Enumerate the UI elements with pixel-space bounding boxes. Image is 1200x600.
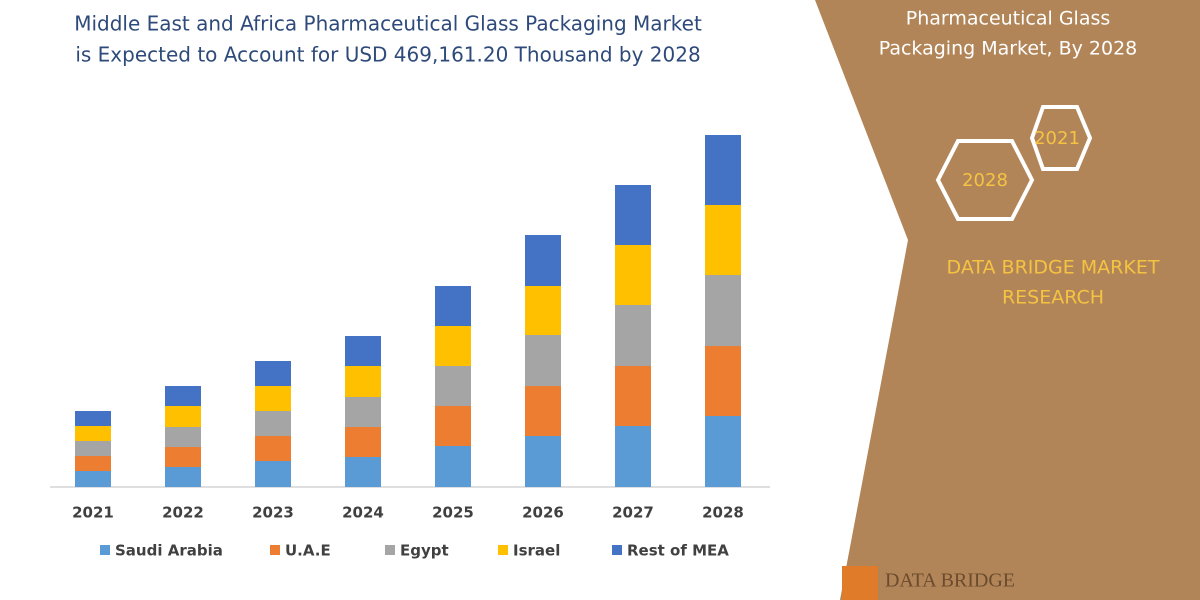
bar-segment [345,397,381,427]
panel-title: Pharmaceutical Glass [906,8,1111,30]
logo-icon [842,566,878,600]
bar-segment [705,416,741,487]
brand-text: DATA BRIDGE MARKET [947,257,1160,279]
legend-label: Israel [513,542,560,560]
hexagon [1029,105,1093,171]
bar-segment [435,286,471,326]
bar-segment [165,386,201,406]
bar-segment [705,135,741,205]
legend-label: U.A.E [285,542,331,560]
bar-segment [435,406,471,446]
bar-segment [705,346,741,416]
panel-title: Packaging Market, By 2028 [879,38,1138,60]
x-tick-label: 2027 [612,504,654,522]
bar-segment [255,461,291,487]
bar-segment [615,305,651,366]
brand-text: RESEARCH [1002,287,1104,309]
bar-segment [75,426,111,441]
bar-segment [255,361,291,386]
bar-segment [255,386,291,411]
bar-segment [345,366,381,397]
bar-segment [165,467,201,487]
bar-segment [345,427,381,457]
bar-segment [75,411,111,426]
x-tick-label: 2021 [72,504,114,522]
bar-segment [615,366,651,426]
side-panel [815,0,1200,600]
bar-segment [615,185,651,245]
bar-segment [165,406,201,427]
hexagon-label: 2028 [962,170,1008,191]
bar-segment [615,426,651,487]
x-tick-label: 2022 [162,504,204,522]
x-tick-label: 2028 [702,504,744,522]
bar-segment [255,411,291,436]
legend-swatch [498,545,508,555]
x-tick-label: 2024 [342,504,384,522]
bar-segment [165,427,201,447]
chart-title: Middle East and Africa Pharmaceutical Gl… [74,12,702,36]
legend-swatch [385,545,395,555]
logo-text: DATA BRIDGE [885,570,1015,592]
bar-segment [525,235,561,286]
bar-segment [435,326,471,366]
legend-label: Rest of MEA [627,542,729,560]
x-tick-label: 2025 [432,504,474,522]
x-tick-label: 2023 [252,504,294,522]
bar-segment [345,457,381,487]
bar-segment [435,366,471,406]
chart-title: is Expected to Account for USD 469,161.2… [75,43,700,67]
bar-segment [525,286,561,335]
bar-segment [75,471,111,487]
legend-swatch [100,545,110,555]
legend-label: Saudi Arabia [115,542,223,560]
bar-segment [255,436,291,461]
bar-segment [345,336,381,366]
x-tick-label: 2026 [522,504,564,522]
hexagon-label: 2021 [1034,128,1080,149]
legend-swatch [270,545,280,555]
bar-segment [615,245,651,305]
bar-segment [705,205,741,275]
hexagon [935,139,1035,221]
bar-segment [525,386,561,436]
bar-segment [165,447,201,467]
bar-segment [75,441,111,456]
bar-segment [525,335,561,386]
legend-swatch [612,545,622,555]
bar-segment [75,456,111,471]
bar-segment [435,446,471,487]
bar-segment [525,436,561,487]
bar-segment [705,275,741,346]
legend-label: Egypt [400,542,449,560]
